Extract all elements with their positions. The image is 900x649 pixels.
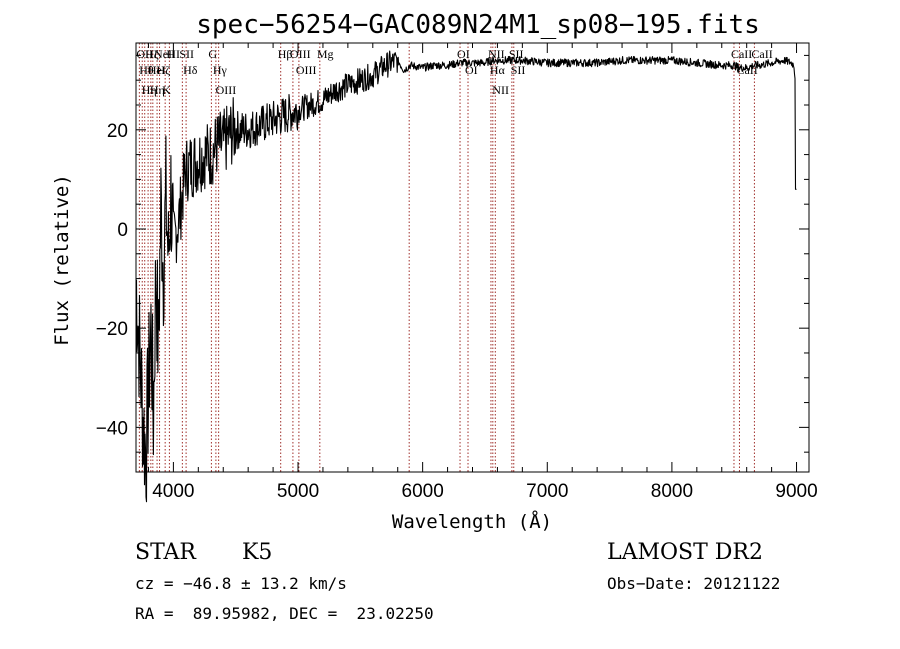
axis-ticks	[136, 43, 809, 472]
spectral-line-label: OI	[465, 63, 478, 77]
spectral-line-label: Hη	[142, 83, 157, 97]
object-class: STAR	[135, 540, 196, 565]
spectral-line-label: H	[166, 47, 175, 61]
x-tick-label: 4000	[152, 481, 194, 502]
spectral-line-label: OI	[457, 47, 470, 61]
spectral-line-label: OIII	[216, 83, 237, 97]
spectral-line-label: SII	[511, 63, 526, 77]
y-axis-label: Flux (relative)	[51, 174, 73, 346]
x-tick-label: 6000	[402, 481, 444, 502]
spectral-line-label: Hζ	[157, 63, 171, 77]
spectral-line-label: Hη	[150, 83, 165, 97]
spectral-line-label: Hα	[490, 63, 506, 77]
spectral-line-label: Hβ	[278, 47, 293, 61]
spectrum-series-line	[135, 50, 797, 503]
spectral-line-label: Mg	[317, 47, 334, 61]
redshift-velocity: cz = −46.8 ± 13.2 km/s	[135, 574, 347, 593]
spectral-lines	[138, 43, 755, 472]
spectral-line-label: G	[208, 47, 217, 61]
spectral-line-label: Hδ	[183, 63, 198, 77]
survey-name: LAMOST DR2	[607, 540, 763, 565]
spectral-line-label: OIII	[290, 47, 311, 61]
x-tick-label: 7000	[526, 481, 568, 502]
spectral-line-label: Hζ	[145, 47, 159, 61]
spectral-line-label: CaII	[731, 47, 752, 61]
spectral-line-label: HeI	[148, 63, 166, 77]
x-axis-label: Wavelength (Å)	[392, 510, 552, 533]
y-tick-label: −20	[96, 319, 128, 340]
x-tick-label: 5000	[277, 481, 319, 502]
spectrum-chart: spec−56254−GAC089N24M1_sp08−195.fits OII…	[51, 10, 818, 533]
object-subclass: K5	[242, 540, 273, 565]
observation-date: Obs−Date: 20121122	[607, 574, 781, 593]
x-tick-label: 8000	[651, 481, 693, 502]
spectral-line-label: OII	[136, 47, 153, 61]
axis-tick-labels: 4000 5000 6000 7000 8000 9000 −40 −20 0 20	[96, 121, 818, 502]
y-tick-label: 0	[117, 220, 128, 241]
spectral-line-label: NII	[488, 47, 505, 61]
spectral-line-label: SII	[179, 47, 194, 61]
y-tick-label: 20	[107, 121, 128, 142]
spectral-line-label: OIII	[296, 63, 317, 77]
spectral-line-label: K	[162, 83, 171, 97]
x-tick-label: 9000	[775, 481, 817, 502]
spectral-line-label: Hγ	[213, 63, 228, 77]
coordinates: RA = 89.95982, DEC = 23.02250	[135, 604, 434, 623]
plot-frame	[135, 42, 810, 473]
spectral-line-label: CaII	[751, 47, 772, 61]
spectral-line-label: NII	[492, 83, 509, 97]
spectral-line-label: Hθ	[139, 63, 154, 77]
y-tick-label: −40	[96, 418, 128, 439]
chart-title: spec−56254−GAC089N24M1_sp08−195.fits	[196, 10, 760, 40]
